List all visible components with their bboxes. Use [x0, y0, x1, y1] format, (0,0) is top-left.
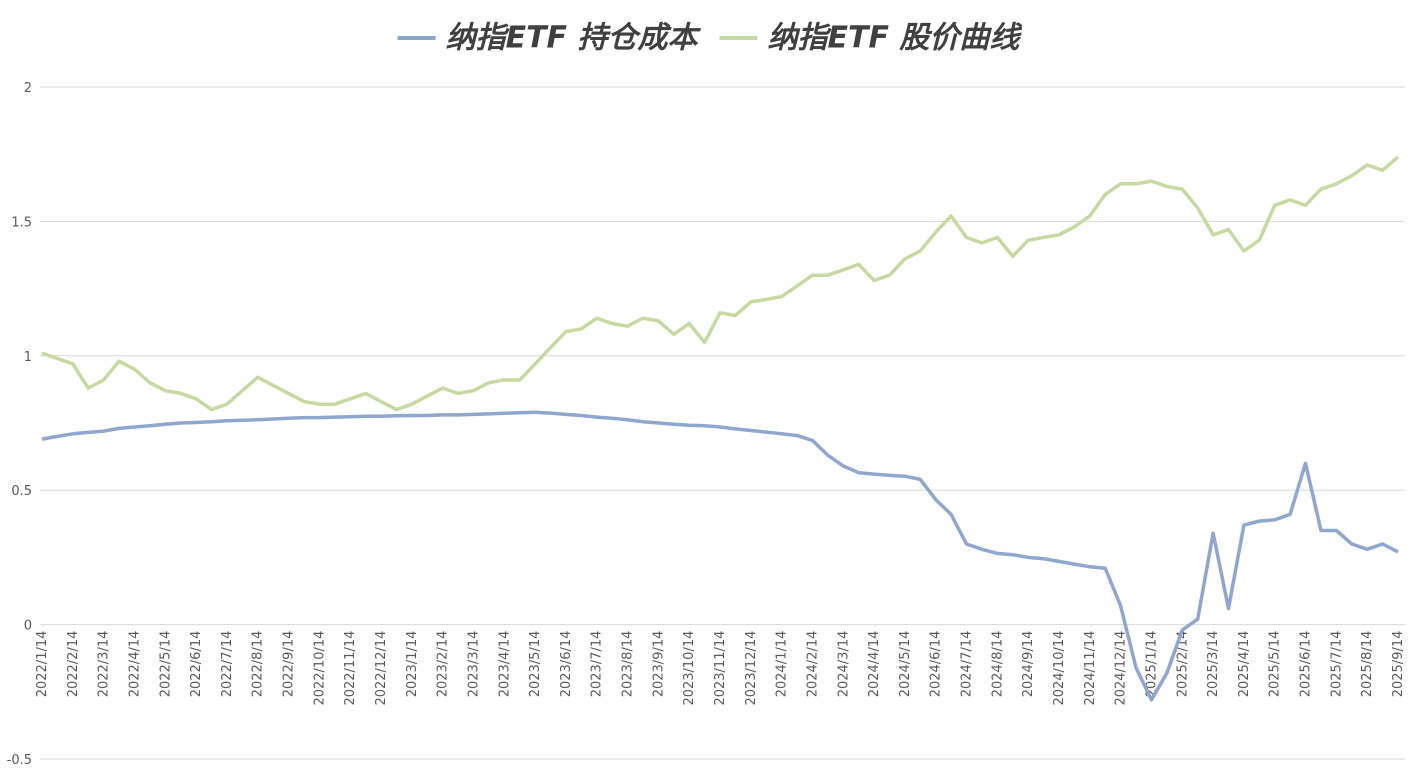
x-tick-label: 2022/2/14: [66, 631, 81, 698]
x-tick-label: 2025/1/14: [1144, 631, 1159, 698]
x-tick-label: 2022/1/14: [35, 631, 50, 698]
x-tick-label: 2022/6/14: [189, 631, 204, 698]
x-tick-label: 2023/5/14: [528, 631, 543, 698]
x-tick-label: 2024/12/14: [1114, 631, 1129, 706]
x-tick-label: 2024/11/14: [1083, 631, 1098, 706]
x-tick-label: 2023/9/14: [651, 631, 666, 698]
x-tick-label: 2024/3/14: [836, 631, 851, 698]
x-tick-label: 2024/6/14: [929, 631, 944, 698]
x-tick-label: 2022/10/14: [312, 631, 327, 706]
y-tick-label: 0.5: [11, 484, 32, 499]
x-tick-label: 2025/7/14: [1329, 631, 1344, 698]
x-tick-label: 2024/10/14: [1052, 631, 1067, 706]
x-tick-label: 2023/7/14: [590, 631, 605, 698]
y-tick-label: -0.5: [7, 753, 32, 768]
x-tick-label: 2022/5/14: [158, 631, 173, 698]
x-tick-label: 2022/4/14: [127, 631, 142, 698]
x-tick-label: 2024/9/14: [1021, 631, 1036, 698]
x-tick-label: 2024/2/14: [805, 631, 820, 698]
x-tick-label: 2022/7/14: [220, 631, 235, 698]
series-line: [41, 410, 1399, 702]
x-tick-label: 2023/11/14: [713, 631, 728, 706]
legend-label: 纳指ETF 持仓成本: [446, 21, 702, 56]
legend-label: 纳指ETF 股价曲线: [768, 21, 1024, 56]
y-tick-label: 2: [24, 81, 32, 96]
x-tick-label: 2023/1/14: [405, 631, 420, 698]
series-line: [41, 155, 1400, 412]
y-tick-label: 0: [24, 619, 32, 634]
x-tick-label: 2022/8/14: [251, 631, 266, 698]
x-tick-label: 2023/6/14: [559, 631, 574, 698]
x-tick-label: 2024/1/14: [775, 631, 790, 698]
x-tick-label: 2023/8/14: [621, 631, 636, 698]
x-tick-label: 2023/4/14: [497, 631, 512, 698]
x-tick-label: 2025/6/14: [1299, 631, 1314, 698]
x-tick-label: 2022/9/14: [282, 631, 297, 698]
x-tick-label: 2025/5/14: [1268, 631, 1283, 698]
y-tick-label: 1: [24, 350, 32, 365]
x-tick-label: 2025/8/14: [1360, 631, 1375, 698]
x-tick-label: 2023/12/14: [744, 631, 759, 706]
x-tick-label: 2022/11/14: [343, 631, 358, 706]
x-tick-label: 2023/3/14: [466, 631, 481, 698]
x-tick-label: 2022/12/14: [374, 631, 389, 706]
x-tick-label: 2025/2/14: [1175, 631, 1190, 698]
x-tick-label: 2025/3/14: [1206, 631, 1221, 698]
legend: 纳指ETF 持仓成本 纳指ETF 股价曲线: [397, 21, 1024, 56]
x-tick-label: 2025/9/14: [1391, 631, 1406, 698]
x-tick-label: 2024/5/14: [898, 631, 913, 698]
x-tick-label: 2024/8/14: [990, 631, 1005, 698]
x-tick-label: 2023/10/14: [682, 631, 697, 706]
x-tick-label: 2024/4/14: [867, 631, 882, 698]
x-tick-label: 2024/7/14: [960, 631, 975, 698]
x-tick-label: 2025/4/14: [1237, 631, 1252, 698]
x-tick-label: 2022/3/14: [97, 631, 112, 698]
x-tick-label: 2023/2/14: [436, 631, 451, 698]
y-tick-label: 1.5: [11, 215, 32, 230]
